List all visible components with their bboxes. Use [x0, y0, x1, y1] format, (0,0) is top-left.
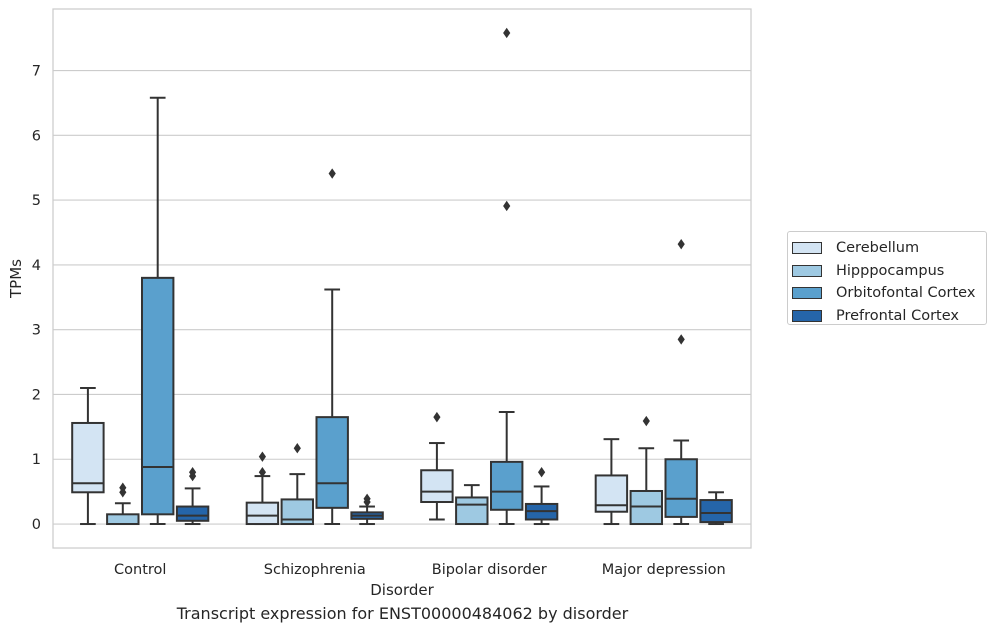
box-rect [245, 501, 280, 526]
outlier-point [258, 467, 266, 478]
box-2-0 [420, 411, 454, 521]
box-1-0 [245, 451, 280, 526]
box-rect [140, 276, 175, 516]
box-2-1 [455, 484, 489, 526]
box-rect [664, 458, 698, 518]
y-tick-label: 3 [32, 323, 41, 339]
box-1-1 [280, 443, 315, 526]
x-tick-label: Major depression [602, 562, 726, 578]
box-rect [175, 505, 210, 522]
box-1-2 [315, 168, 349, 526]
outlier-point [677, 334, 685, 345]
outlier-point [328, 168, 336, 179]
legend-label: Prefrontal Cortex [836, 307, 959, 324]
legend-item: Prefrontal Cortex [792, 305, 986, 328]
x-tick-label: Schizophrenia [264, 562, 366, 578]
legend-item: Cerebellum [792, 237, 986, 260]
outlier-point [433, 411, 441, 423]
outlier-point [503, 200, 511, 212]
outlier-point [538, 467, 546, 478]
x-tick-label: Control [114, 562, 166, 578]
box-rect [315, 416, 349, 509]
outlier-point [363, 493, 371, 504]
y-tick-label: 7 [32, 64, 41, 80]
box-1-3 [350, 493, 384, 526]
outlier-point [677, 238, 685, 250]
x-tick-label: Bipolar disorder [432, 562, 547, 578]
box-rect [489, 460, 524, 511]
plot-frame [52, 8, 752, 549]
box-rect [455, 496, 489, 526]
y-tick-label: 0 [32, 517, 41, 533]
legend: Cerebellum Hipppocampus Orbitofontal Corte… [787, 231, 987, 325]
y-tick-label: 6 [32, 128, 41, 144]
y-tick-labels: 0 1 2 3 4 5 6 7 [32, 64, 41, 533]
legend-swatch [792, 287, 822, 300]
legend-label: Orbitofontal Cortex [836, 285, 976, 302]
y-tick-label: 5 [32, 193, 41, 209]
legend-label: Hipppocampus [836, 262, 945, 279]
box-0-0 [71, 386, 105, 526]
y-tick-label: 2 [32, 387, 41, 403]
y-tick-label: 1 [32, 452, 41, 468]
legend-swatch [792, 309, 822, 322]
box-0-2 [140, 96, 175, 526]
legend-item: Orbitofontal Cortex [792, 282, 986, 305]
box-rect [594, 474, 629, 513]
y-tick-label: 4 [32, 258, 41, 274]
box-3-2 [664, 238, 698, 526]
box-layer [71, 27, 733, 526]
box-rect [420, 469, 454, 504]
x-axis-label: Disorder [370, 581, 434, 599]
outlier-point [189, 467, 197, 478]
outlier-point [258, 451, 266, 462]
box-2-3 [524, 467, 559, 526]
legend-swatch [792, 242, 822, 255]
legend-swatch [792, 264, 822, 277]
outlier-point [119, 482, 127, 493]
box-rect [699, 499, 733, 524]
figure-caption: Transcript expression for ENST0000048406… [176, 604, 629, 623]
box-0-1 [106, 482, 140, 526]
legend-label: Cerebellum [836, 240, 920, 257]
box-3-0 [594, 438, 629, 526]
outlier-point [293, 443, 301, 454]
box-rect [106, 513, 140, 526]
box-3-3 [699, 491, 733, 526]
x-tick-labels: Control Schizophrenia Bipolar disorder Majo… [114, 562, 726, 578]
outlier-point [642, 415, 650, 427]
box-0-3 [175, 467, 210, 526]
outlier-point [503, 27, 511, 39]
legend-item: Hipppocampus [792, 260, 986, 283]
y-axis-label: TPMs [7, 259, 25, 299]
box-rect [71, 421, 105, 494]
box-2-2 [489, 27, 524, 526]
box-3-1 [629, 415, 664, 526]
